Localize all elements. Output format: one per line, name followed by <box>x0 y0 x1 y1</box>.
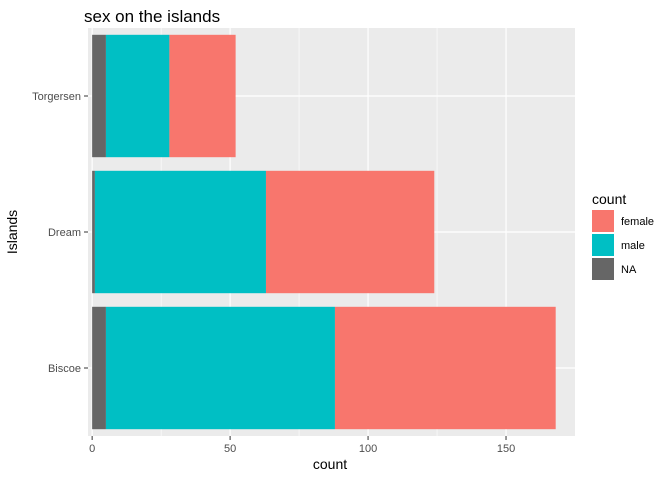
legend-key-na <box>592 258 614 280</box>
legend-key-male <box>592 234 614 256</box>
bar-torgersen-na <box>92 34 106 158</box>
x-tick-label: 100 <box>359 443 377 455</box>
legend-key-female <box>592 210 614 232</box>
bar-biscoe-male <box>105 306 335 430</box>
legend: count female male NA <box>592 191 654 280</box>
y-axis: Biscoe Dream Torgersen <box>32 91 88 375</box>
bar-torgersen-male <box>105 34 170 158</box>
y-axis-title: Islands <box>4 210 20 254</box>
y-tick-label: Dream <box>48 227 81 239</box>
x-tick-label: 50 <box>224 443 236 455</box>
bar-torgersen-female <box>169 34 236 158</box>
bar-biscoe-female <box>334 306 556 430</box>
x-tick-label: 150 <box>497 443 515 455</box>
legend-label-male: male <box>621 240 645 252</box>
bar-biscoe-na <box>92 306 106 430</box>
y-tick-label: Torgersen <box>32 91 81 103</box>
legend-label-na: NA <box>621 264 637 276</box>
x-tick-label: 0 <box>89 443 95 455</box>
x-axis-title: count <box>313 456 347 472</box>
x-axis: 0 50 100 150 <box>89 436 515 455</box>
y-tick-label: Biscoe <box>48 363 81 375</box>
legend-title: count <box>592 191 626 207</box>
bar-dream-male <box>94 170 266 294</box>
bars <box>92 34 556 430</box>
bar-dream-na <box>92 170 95 294</box>
chart-title: sex on the islands <box>84 7 220 26</box>
legend-label-female: female <box>621 216 654 228</box>
bar-dream-female <box>265 170 435 294</box>
